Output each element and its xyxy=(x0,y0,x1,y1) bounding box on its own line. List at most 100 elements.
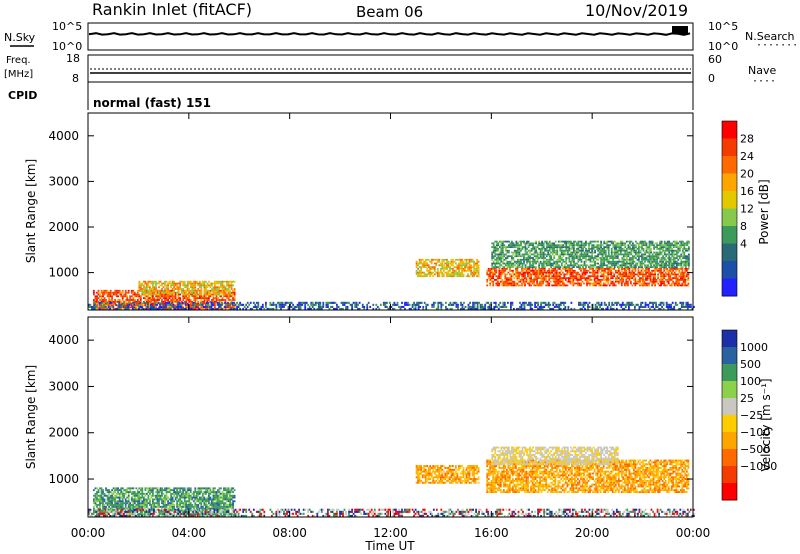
power-data-cell xyxy=(520,262,522,265)
power-data-cell xyxy=(652,273,655,276)
power-data-cell xyxy=(470,271,472,274)
power-data-cell xyxy=(200,293,203,296)
power-data-cell xyxy=(555,273,558,276)
power-data-cell xyxy=(681,260,684,263)
power-data-cell xyxy=(529,258,531,261)
power-data-cell xyxy=(556,266,559,268)
power-data-cell xyxy=(599,305,601,308)
power-data-cell xyxy=(510,279,513,281)
power-data-cell xyxy=(450,264,453,267)
power-data-cell xyxy=(234,303,237,306)
power-data-cell xyxy=(523,253,525,256)
power-data-cell xyxy=(521,266,524,268)
velocity-data-cell xyxy=(120,513,123,516)
power-data-cell xyxy=(551,284,554,287)
power-data-cell xyxy=(580,240,583,243)
power-data-cell xyxy=(557,266,560,268)
power-data-cell xyxy=(155,282,157,285)
power-data-cell xyxy=(523,257,525,259)
power-data-cell xyxy=(92,305,95,308)
velocity-data-cell xyxy=(112,504,115,506)
power-data-cell xyxy=(206,301,208,304)
power-data-cell xyxy=(162,282,165,285)
power-data-cell xyxy=(650,248,652,250)
power-data-cell xyxy=(192,291,195,294)
power-data-cell xyxy=(440,305,443,308)
power-data-cell xyxy=(536,253,539,256)
power-data-cell xyxy=(612,244,615,247)
power-data-cell xyxy=(562,255,565,258)
power-data-cell xyxy=(230,286,233,289)
power-data-cell xyxy=(153,293,156,296)
power-data-cell xyxy=(625,269,628,272)
power-data-cell xyxy=(517,258,519,261)
power-data-cell xyxy=(133,295,136,298)
power-data-cell xyxy=(669,273,672,276)
power-data-cell xyxy=(547,246,550,248)
velocity-data-cell xyxy=(93,489,95,492)
power-data-cell xyxy=(194,306,197,309)
power-data-cell xyxy=(646,271,649,274)
power-data-cell xyxy=(174,293,177,296)
power-data-cell xyxy=(576,244,578,247)
power-data-cell xyxy=(232,299,234,301)
power-data-cell xyxy=(548,257,551,259)
power-data-cell xyxy=(223,291,225,294)
power-data-cell xyxy=(644,242,646,245)
power-data-cell xyxy=(622,280,625,283)
power-data-cell xyxy=(610,253,613,256)
power-data-cell xyxy=(474,271,477,274)
power-data-cell xyxy=(642,244,645,247)
power-data-cell xyxy=(671,251,674,254)
power-data-cell xyxy=(679,275,682,278)
power-data-cell xyxy=(573,240,575,243)
power-data-cell xyxy=(384,301,387,304)
power-data-cell xyxy=(584,271,587,274)
power-data-cell xyxy=(527,246,530,248)
power-data-cell xyxy=(569,279,572,281)
power-data-cell xyxy=(492,260,495,263)
power-data-cell xyxy=(515,271,517,274)
power-data-cell xyxy=(165,307,167,310)
power-data-cell xyxy=(449,303,452,306)
power-data-cell xyxy=(611,275,614,278)
power-data-cell xyxy=(103,303,105,306)
power-data-cell xyxy=(331,301,334,304)
power-data-cell xyxy=(327,305,329,308)
power-data-cell xyxy=(136,293,139,296)
power-data-cell xyxy=(506,284,508,287)
power-data-cell xyxy=(520,249,522,252)
power-data-cell xyxy=(571,258,574,261)
power-data-cell xyxy=(128,301,131,304)
velocity-data-cell xyxy=(124,492,127,495)
power-colorbar-tick: 8 xyxy=(740,220,747,233)
power-data-cell xyxy=(668,246,671,248)
power-data-cell xyxy=(278,301,281,304)
power-data-cell xyxy=(171,304,174,307)
power-data-cell xyxy=(510,307,512,310)
power-data-cell xyxy=(634,279,637,281)
power-data-cell xyxy=(532,257,534,259)
power-data-cell xyxy=(345,307,347,310)
power-data-cell xyxy=(584,307,586,310)
power-data-cell xyxy=(650,301,653,304)
power-data-cell xyxy=(506,257,509,259)
power-data-cell xyxy=(633,248,636,250)
power-data-cell xyxy=(556,258,559,261)
power-data-cell xyxy=(550,307,553,310)
power-data-cell xyxy=(470,268,472,270)
power-data-cell xyxy=(568,248,571,250)
power-data-cell xyxy=(477,269,480,272)
power-data-cell xyxy=(546,275,549,278)
power-data-cell xyxy=(521,264,524,267)
power-data-cell xyxy=(664,284,667,287)
power-data-cell xyxy=(653,246,655,248)
power-data-cell xyxy=(552,280,555,283)
power-data-cell xyxy=(552,273,555,276)
power-data-cell xyxy=(143,304,145,307)
power-data-cell xyxy=(676,303,679,306)
power-data-cell xyxy=(163,305,166,308)
power-data-cell xyxy=(610,255,613,258)
power-data-cell xyxy=(598,264,601,267)
power-data-cell xyxy=(497,266,500,268)
